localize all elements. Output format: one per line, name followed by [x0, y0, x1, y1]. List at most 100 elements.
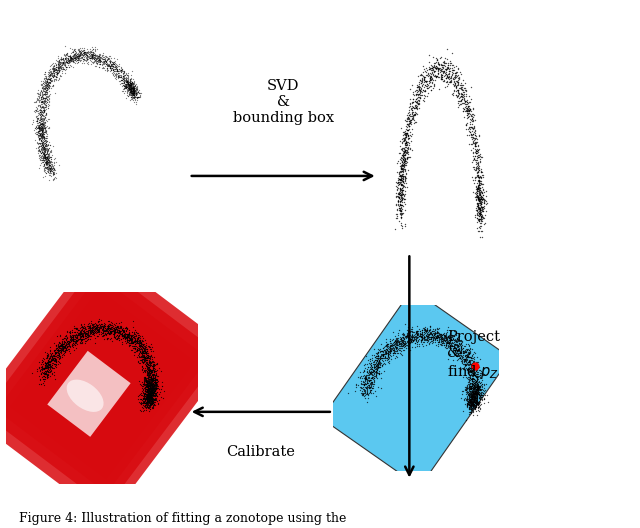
Point [147, 342, 157, 351]
Point [388, 346, 399, 355]
Point [101, 52, 111, 61]
Point [394, 175, 404, 184]
Point [465, 380, 476, 389]
Point [478, 180, 488, 188]
Point [119, 333, 129, 341]
Point [125, 84, 136, 92]
Point [399, 173, 410, 181]
Point [129, 98, 140, 106]
Point [472, 168, 483, 177]
Point [395, 194, 405, 203]
Point [105, 330, 115, 338]
Point [83, 50, 93, 59]
Point [132, 82, 142, 90]
Point [412, 100, 422, 109]
Point [137, 348, 147, 356]
Point [467, 395, 477, 404]
Point [81, 55, 92, 64]
Point [45, 61, 56, 69]
Point [414, 96, 424, 105]
Point [116, 335, 126, 344]
Point [475, 172, 485, 181]
Point [152, 359, 162, 367]
Point [466, 397, 476, 405]
Point [412, 97, 422, 105]
Point [399, 194, 409, 203]
Point [456, 340, 466, 348]
Point [70, 336, 81, 345]
Point [476, 216, 486, 224]
Point [410, 111, 420, 120]
Point [56, 54, 66, 63]
Point [110, 63, 120, 71]
Point [40, 150, 51, 159]
Point [140, 373, 150, 382]
Point [447, 71, 457, 80]
Point [471, 204, 481, 212]
Point [470, 383, 481, 391]
Point [466, 393, 476, 402]
Point [143, 389, 154, 398]
Point [141, 384, 151, 393]
Point [143, 366, 154, 374]
Point [42, 153, 52, 162]
Point [419, 72, 429, 81]
Point [116, 322, 127, 331]
Point [67, 53, 77, 62]
Point [475, 374, 485, 382]
Point [38, 152, 48, 160]
Point [472, 389, 483, 398]
Point [140, 353, 150, 362]
Point [471, 367, 481, 375]
Point [61, 57, 71, 65]
Point [472, 383, 482, 391]
Point [431, 328, 442, 337]
Point [124, 79, 134, 88]
Point [105, 55, 115, 64]
Point [370, 360, 380, 369]
Point [477, 195, 488, 204]
Point [140, 395, 150, 403]
Point [398, 144, 408, 152]
Point [129, 91, 139, 99]
Point [124, 332, 134, 340]
Point [56, 336, 67, 345]
Point [476, 210, 486, 218]
Point [402, 148, 412, 156]
Point [124, 334, 134, 343]
Point [411, 329, 421, 337]
Point [472, 213, 482, 222]
Point [147, 376, 157, 384]
Point [53, 348, 63, 356]
Point [385, 341, 396, 349]
Point [406, 112, 416, 120]
Point [371, 366, 381, 375]
Point [144, 367, 154, 375]
Point [121, 93, 131, 102]
Point [40, 83, 51, 92]
Point [109, 329, 120, 338]
Point [463, 104, 474, 112]
Point [44, 162, 54, 170]
Point [104, 60, 114, 68]
Point [452, 347, 462, 355]
Point [46, 165, 56, 173]
Point [127, 89, 138, 97]
Point [404, 332, 415, 341]
Point [457, 336, 467, 345]
Point [39, 160, 49, 168]
Point [82, 48, 92, 56]
Point [139, 367, 149, 375]
Point [128, 333, 138, 341]
Point [428, 62, 438, 71]
Point [360, 380, 370, 389]
Point [140, 365, 150, 374]
Point [476, 195, 486, 204]
Point [465, 110, 475, 119]
Point [363, 394, 373, 402]
Point [472, 187, 483, 195]
Point [400, 155, 410, 163]
Point [119, 79, 129, 87]
Point [38, 145, 48, 154]
Point [81, 51, 91, 59]
